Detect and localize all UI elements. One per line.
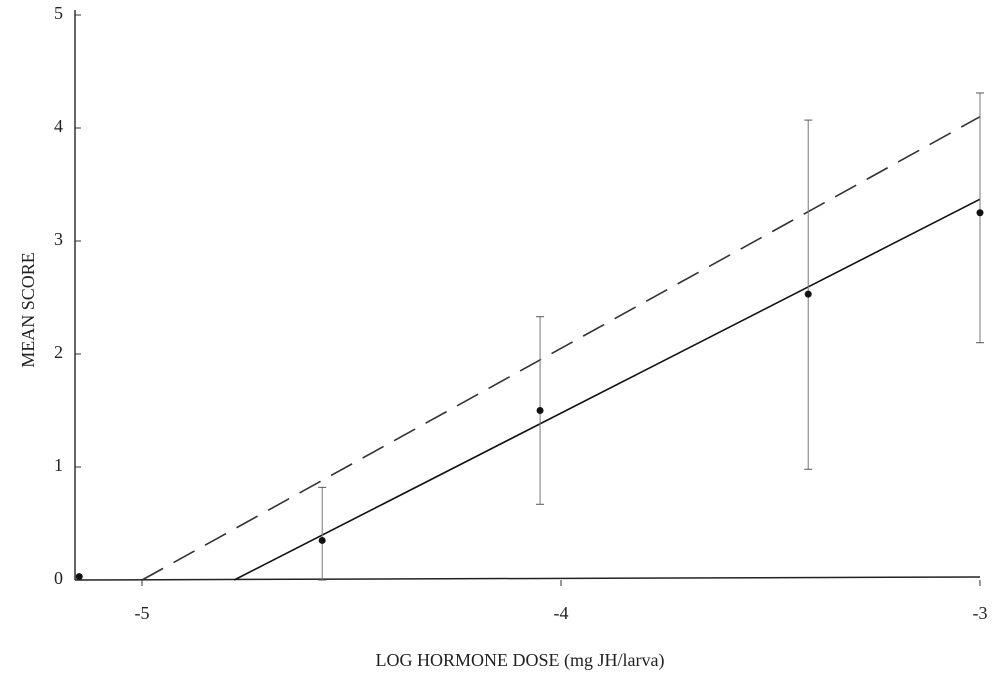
y-tick-label: 4: [54, 116, 63, 136]
y-axis-label: MEAN SCORE: [18, 252, 38, 368]
data-point: [976, 209, 984, 217]
data-point: [75, 573, 83, 581]
x-axis: [74, 576, 981, 581]
y-tick-label: 2: [54, 342, 63, 362]
fit-line: [141, 115, 981, 581]
x-axis-label: LOG HORMONE DOSE (mg JH/larva): [376, 650, 665, 671]
data-point: [804, 290, 812, 298]
x-tick-label: -4: [554, 603, 569, 623]
y-tick-label: 0: [54, 568, 63, 588]
data-point: [318, 536, 326, 544]
y-tick-label: 1: [54, 455, 63, 475]
fit-line: [233, 198, 981, 581]
y-tick-label: 5: [54, 3, 63, 23]
x-tick-label: -3: [973, 603, 988, 623]
y-tick-label: 3: [54, 229, 63, 249]
x-tick-label: -5: [135, 603, 150, 623]
data-point: [536, 407, 544, 414]
